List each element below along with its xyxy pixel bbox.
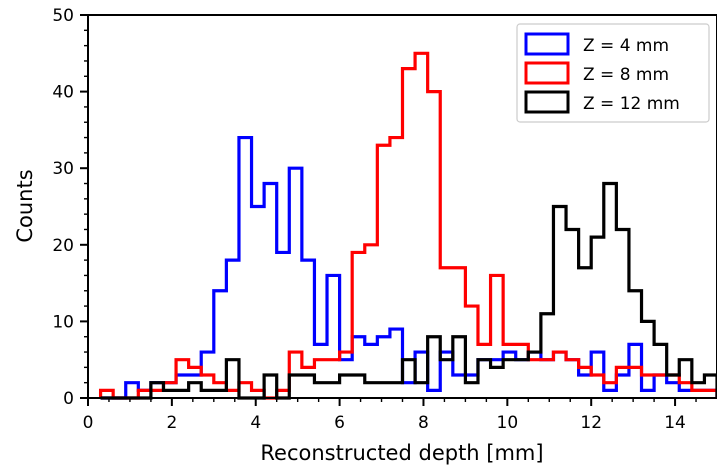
y-tick-label-50: 50 bbox=[52, 6, 74, 26]
x-tick-label-4: 4 bbox=[250, 413, 261, 433]
x-tick-label-8: 8 bbox=[418, 413, 429, 433]
axis-layer: 0 2 4 6 8 10 12 14 0 10 20 30 40 50 bbox=[52, 6, 717, 433]
y-tick-label-10: 10 bbox=[52, 312, 74, 332]
y-axis-label: Counts bbox=[13, 169, 37, 242]
x-axis-label: Reconstructed depth [mm] bbox=[260, 441, 543, 465]
y-tick-label-0: 0 bbox=[63, 389, 74, 409]
x-tick-label-12: 12 bbox=[580, 413, 602, 433]
y-tick-label-30: 30 bbox=[52, 159, 74, 179]
legend-swatch-2 bbox=[524, 90, 570, 114]
y-tick-label-20: 20 bbox=[52, 236, 74, 256]
x-tick-label-6: 6 bbox=[334, 413, 345, 433]
series-1-step-line bbox=[98, 51, 717, 400]
legend-label-0: Z = 4 mm bbox=[583, 36, 669, 56]
legend-label-2: Z = 12 mm bbox=[583, 94, 680, 114]
x-tick-label-2: 2 bbox=[166, 413, 177, 433]
legend-swatch-1 bbox=[524, 61, 570, 85]
y-tick-label-40: 40 bbox=[52, 83, 74, 103]
series-2-step-line bbox=[100, 181, 717, 400]
x-tick-label-0: 0 bbox=[83, 413, 94, 433]
legend-label-1: Z = 8 mm bbox=[583, 65, 669, 85]
series-0-step-line bbox=[100, 135, 717, 400]
x-tick-label-14: 14 bbox=[664, 413, 686, 433]
series-layer bbox=[98, 51, 717, 400]
legend: Z = 4 mm Z = 8 mm Z = 12 mm bbox=[516, 23, 710, 123]
x-tick-label-10: 10 bbox=[497, 413, 519, 433]
legend-box bbox=[516, 23, 710, 123]
legend-swatch-0 bbox=[524, 32, 570, 56]
